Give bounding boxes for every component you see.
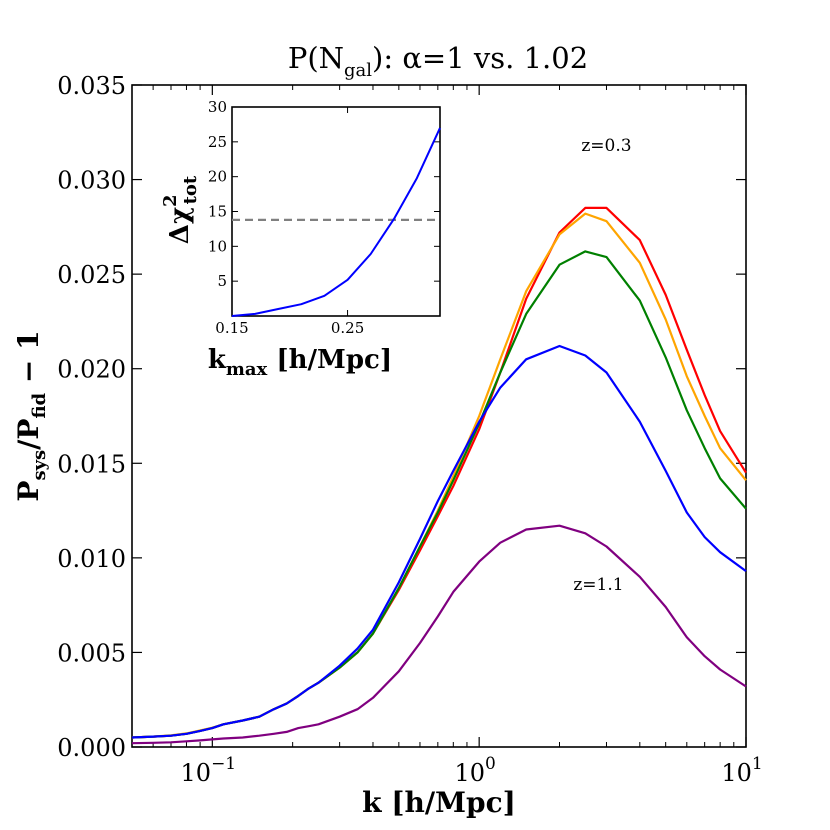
y-tick-label: 0.015 xyxy=(57,450,126,478)
inset-y-tick-label: 25 xyxy=(208,133,227,151)
inset-x-axis-label: kmax [h/Mpc] xyxy=(208,345,392,380)
y-tick-label: 0.000 xyxy=(57,734,126,762)
main-axes-ticks: 0.000 0.005 0.010 0.015 0.020 0.025 0.030 0.035… xyxy=(57,72,762,787)
y-tick-label: 0.035 xyxy=(57,72,126,100)
x-axis-label: k [h/Mpc] xyxy=(362,786,516,819)
inset-frame xyxy=(231,106,441,317)
annotation-z11: z=1.1 xyxy=(573,575,623,595)
inset-x-tick-label: 0.15 xyxy=(215,319,248,337)
inset-axes-ticks: 5 10 15 20 25 30 0.15 0.25 xyxy=(208,98,440,337)
series-line-blue xyxy=(131,344,747,739)
y-tick-label: 0.020 xyxy=(57,356,126,384)
inset-series-line xyxy=(231,127,441,317)
x-tick-label: 100 xyxy=(454,754,495,787)
y-axis-label: Psys/Pfid − 1 xyxy=(12,330,50,501)
x-tick-label: 101 xyxy=(721,754,762,787)
plot-area-frame xyxy=(131,84,747,748)
y-tick-label: 0.010 xyxy=(57,545,126,573)
annotation-z03: z=0.3 xyxy=(581,136,631,156)
y-tick-label: 0.005 xyxy=(57,639,126,667)
inset-x-tick-label: 0.25 xyxy=(331,319,364,337)
x-tick-label: 10−1 xyxy=(181,754,237,787)
inset-y-tick-label: 5 xyxy=(217,272,227,290)
inset-y-tick-label: 15 xyxy=(208,203,227,221)
main-series-group xyxy=(131,206,747,745)
inset-y-axis-label: Δχ2tot xyxy=(160,175,201,244)
inset-y-tick-label: 30 xyxy=(208,98,227,116)
inset-y-tick-label: 10 xyxy=(208,237,227,255)
y-tick-label: 0.025 xyxy=(57,261,126,289)
series-line-z-1-1 xyxy=(131,524,747,745)
inset-series-group xyxy=(231,127,441,317)
y-tick-label: 0.030 xyxy=(57,167,126,195)
inset-y-tick-label: 20 xyxy=(208,168,227,186)
chart-title: P(Ngal): α=1 vs. 1.02 xyxy=(288,41,588,81)
